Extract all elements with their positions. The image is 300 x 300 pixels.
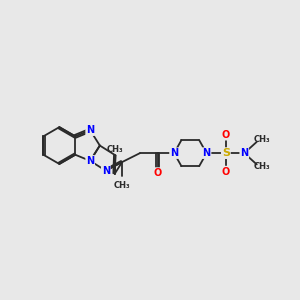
- Text: O: O: [222, 167, 230, 177]
- Text: O: O: [154, 168, 162, 178]
- Text: S: S: [222, 148, 230, 158]
- Text: N: N: [170, 148, 178, 158]
- Text: O: O: [222, 130, 230, 140]
- Text: CH₃: CH₃: [254, 135, 270, 144]
- Text: CH₃: CH₃: [106, 146, 123, 154]
- Text: N: N: [240, 148, 248, 158]
- Text: N: N: [102, 166, 110, 176]
- Text: N: N: [202, 148, 211, 158]
- Text: N: N: [86, 125, 94, 135]
- Text: N: N: [86, 156, 94, 166]
- Text: CH₃: CH₃: [114, 182, 130, 190]
- Text: CH₃: CH₃: [254, 162, 270, 171]
